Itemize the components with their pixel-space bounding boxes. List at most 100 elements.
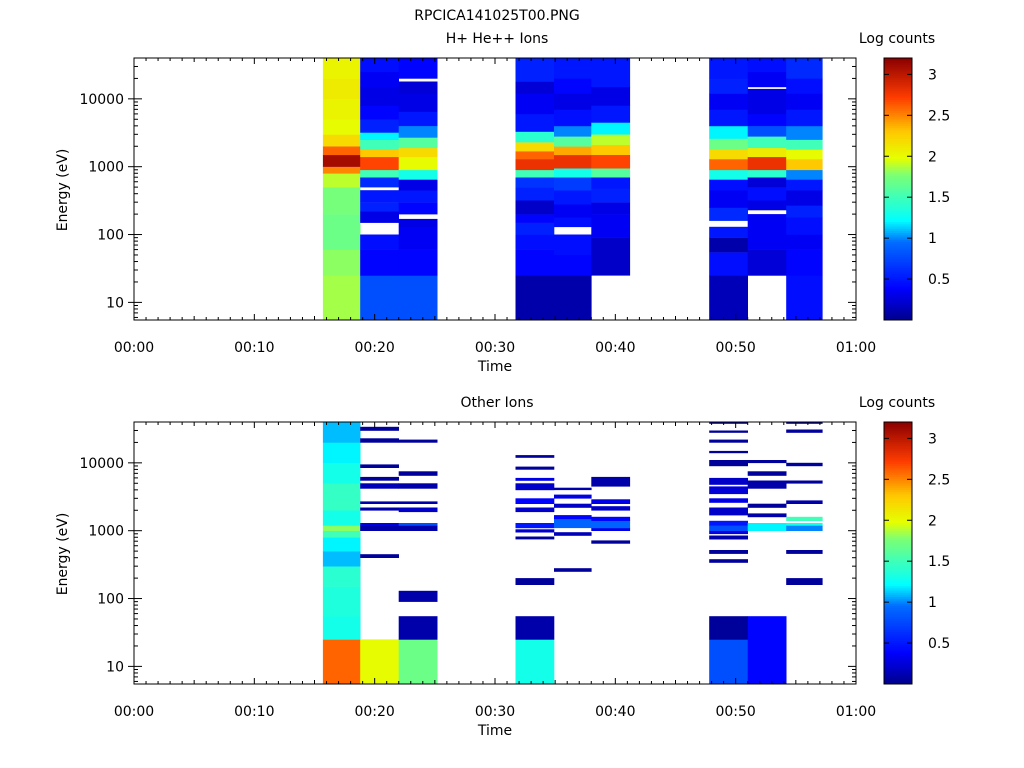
heatmap-cell [515,169,555,178]
heatmap-cell [747,156,787,171]
colorbar-swatch [884,570,912,574]
colorbar-swatch [884,592,912,595]
colorbar-tick-label: 2.5 [928,472,950,488]
heatmap-cell [709,498,748,503]
heatmap-cell [515,234,555,250]
colorbar-swatch [884,215,912,218]
heatmap-cell [360,476,399,481]
colorbar-swatch [884,317,912,321]
colorbar-swatch [884,511,912,515]
x-tick-label: 00:20 [354,340,394,356]
heatmap-cell [322,616,361,640]
colorbar-swatch [884,243,912,247]
heatmap-cell [398,156,438,171]
colorbar-swatch [884,430,912,434]
colorbar-swatch [884,164,912,168]
colorbar-swatch [884,82,912,85]
colorbar-swatch [884,171,912,175]
heatmap-cell [591,476,631,487]
heatmap-cell [322,551,361,567]
heatmap-cell [398,226,438,250]
heatmap-cell [360,464,399,468]
heatmap-cell [709,430,748,433]
colorbar-swatch [884,528,912,532]
heatmap-cell [709,109,748,127]
colorbar-swatch [884,182,912,186]
heatmap-cell [515,187,555,201]
colorbar-swatch [884,507,912,510]
colorbar-swatch [884,681,912,685]
colorbar-swatch [884,175,912,179]
colorbar-swatch [884,450,912,453]
colorbar-swatch [884,71,912,74]
x-tick-label: 00:40 [595,340,635,356]
colorbar-swatch [884,280,912,284]
heatmap-cell [709,159,748,171]
heatmap-cell [554,255,592,276]
colorbar-swatch [884,590,912,593]
heatmap-cell [554,78,592,94]
colorbar-swatch [884,186,912,190]
colorbar-swatch [884,463,912,467]
heatmap-cell [360,156,399,171]
colorbar-swatch [884,189,912,192]
heatmap-cell [747,113,787,127]
heatmap-cell [554,154,592,169]
heatmap-cell [515,249,555,276]
heatmap-cell [515,536,555,540]
colorbar-swatch [884,494,912,497]
heatmap-cell [398,125,438,138]
heatmap-cell [360,554,399,558]
heatmap-cell [398,58,438,79]
colorbar: 0.5 1 1.5 2 2.5 3 [883,57,950,321]
heatmap-cell [591,177,631,189]
colorbar-swatch [884,254,912,258]
colorbar-swatch [884,461,912,464]
colorbar-swatch [884,278,912,282]
colorbar-swatch [884,75,912,79]
colorbar-swatch [884,256,912,260]
colorbar-swatch [884,197,912,201]
heatmap-cell [747,249,787,276]
heatmap-cell [398,439,438,443]
colorbar-swatch [884,518,912,521]
y-tick-label: 1000 [88,160,124,176]
colorbar-swatch [884,498,912,501]
heatmap-cell [786,480,823,484]
heatmap-cell [786,525,823,531]
colorbar-swatch [884,151,912,155]
colorbar-swatch [884,64,912,68]
heatmap-cell [322,275,361,321]
heatmap-cell [786,149,823,160]
heatmap-cell [591,144,631,155]
heatmap-cell [554,168,592,178]
heatmap-cell [398,471,438,476]
heatmap-cell [786,159,823,171]
heatmap-cell [709,422,748,424]
heatmap-cell [786,422,823,424]
heatmap-cell [554,275,592,321]
heatmap-cell [554,494,592,499]
heatmap-cell [360,523,399,526]
heatmap-cell [747,71,787,88]
colorbar-swatch [884,106,912,109]
heatmap-cell [786,516,823,521]
colorbar-swatch [884,136,912,140]
x-tick-label: 01:00 [836,340,876,356]
colorbar-swatch [884,210,912,214]
heatmap-cell [322,146,361,156]
heatmap-cell [398,523,438,526]
colorbar-swatch [884,217,912,220]
colorbar-swatch [884,616,912,619]
colorbar-swatch [884,655,912,659]
colorbar-swatch [884,68,912,72]
heatmap-cell [591,58,631,88]
x-tick-label: 01:00 [836,704,876,720]
colorbar-tick-label: 3 [928,431,937,447]
heatmap-cell [709,226,748,238]
heatmap-cell [554,58,592,79]
heatmap-cell [398,111,438,127]
colorbar-swatch [884,609,912,613]
heatmap-cell [554,125,592,137]
x-tick-label: 00:40 [595,704,635,720]
